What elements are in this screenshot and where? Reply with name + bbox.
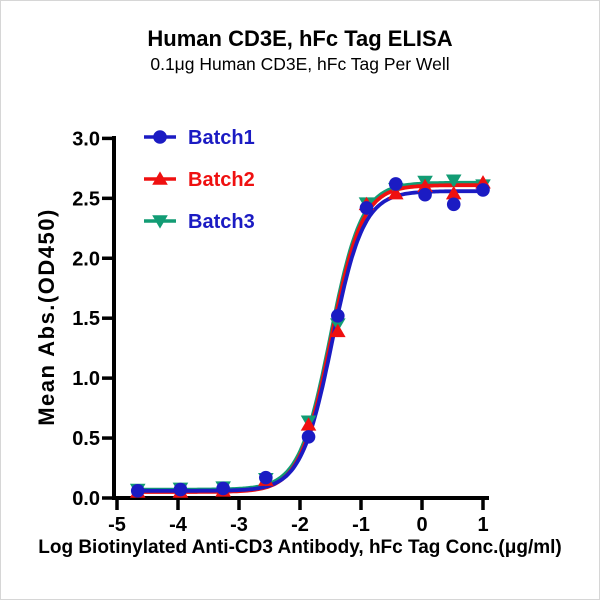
marker-batch1 — [388, 177, 403, 191]
y-tick-label: 0.0 — [72, 488, 100, 510]
marker-batch2 — [417, 178, 433, 193]
x-tick-label: 1 — [477, 514, 488, 536]
x-axis-label: Log Biotinylated Anti-CD3 Antibody, hFc … — [38, 537, 562, 558]
x-tick-label: -3 — [230, 514, 248, 536]
marker-batch1 — [359, 201, 374, 215]
marker-batch3 — [445, 174, 462, 188]
marker-batch2 — [387, 185, 404, 200]
y-tick-label: 2.0 — [72, 248, 100, 270]
legend-marker-batch3 — [152, 215, 168, 229]
marker-batch1 — [331, 308, 345, 323]
chart-title: Human CD3E, hFc Tag ELISA — [147, 26, 453, 51]
x-tick-label: -2 — [291, 514, 309, 536]
marker-batch1 — [216, 481, 230, 496]
marker-batch1 — [476, 183, 490, 197]
marker-batch1 — [446, 197, 461, 212]
y-tick-label: 3.0 — [72, 128, 100, 150]
legend-marker-batch1 — [153, 130, 167, 144]
x-tick-label: 0 — [416, 514, 427, 536]
legend-label-batch3: Batch3 — [188, 211, 255, 233]
marker-batch2 — [445, 185, 462, 200]
marker-batch2 — [330, 323, 346, 338]
y-tick-label: 2.5 — [72, 188, 100, 210]
legend-label-batch2: Batch2 — [188, 169, 255, 191]
marker-batch1 — [301, 430, 316, 444]
x-tick-label: -1 — [352, 514, 370, 536]
marker-batch1 — [418, 187, 432, 202]
y-tick-label: 1.5 — [72, 308, 100, 330]
marker-batch2 — [300, 417, 317, 431]
legend-label-batch1: Batch1 — [188, 127, 255, 149]
x-tick-label: -5 — [108, 514, 126, 536]
legend-marker-batch2 — [152, 171, 168, 185]
marker-batch1 — [259, 470, 273, 485]
marker-batch1 — [173, 482, 188, 497]
marker-batch1 — [130, 484, 145, 498]
curve-batch1 — [135, 189, 486, 493]
y-tick-label: 0.5 — [72, 428, 100, 450]
y-tick-label: 1.0 — [72, 368, 100, 390]
x-tick-label: -4 — [169, 514, 188, 536]
chart-subtitle: 0.1μg Human CD3E, hFc Tag Per Well — [150, 54, 450, 74]
